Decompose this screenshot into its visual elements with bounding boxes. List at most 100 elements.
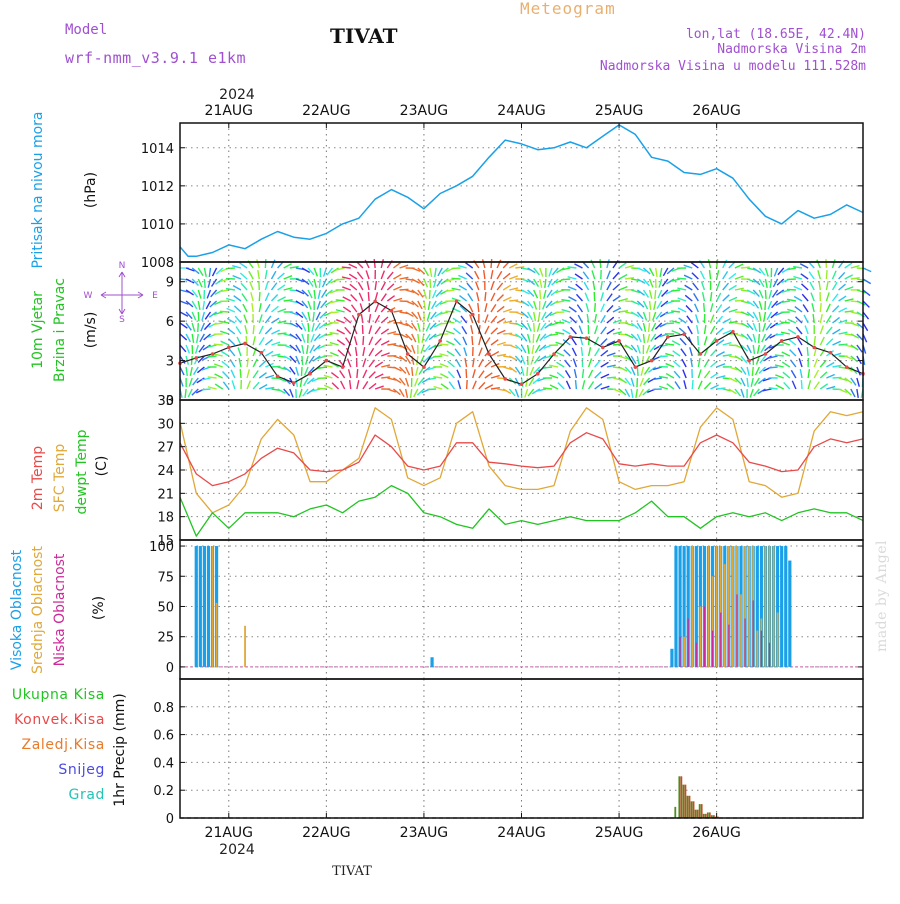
wind-barb [564,350,570,356]
precip-label-5: Grad [69,787,105,803]
wind-barb [457,370,461,378]
wind-barb [271,260,274,268]
wind-speed-point [422,365,426,369]
wind-barb [534,356,539,363]
wind-speed-point [552,352,556,356]
wind-barb [578,315,582,323]
wind-barb [582,380,584,389]
wind-barb [538,312,539,321]
wind-barb [711,315,714,323]
wind-barb [307,345,308,354]
wind-barb [381,282,385,290]
wind-barb [601,281,602,290]
wind-barb [589,359,592,367]
wind-barb [784,382,790,389]
wind-barb [186,334,190,342]
wind-barb [202,389,211,390]
wind-barb [478,303,479,312]
x-tick-label-top: 23AUG [400,103,449,119]
wind-barb [652,323,656,331]
wind-barb [549,268,552,276]
wind-barb [643,312,646,320]
wind-barb [826,339,832,345]
wind-barb [654,301,656,310]
wind-barb [259,361,266,367]
wind-barb [418,312,421,320]
wind-barb [479,336,481,345]
high-cloud-bar [195,546,198,667]
wind-barb [659,356,668,357]
wind-barb [477,292,479,301]
wind-barb [265,328,271,334]
wind-barb [566,370,571,378]
wind-ylabel-1: 10m Vjetar [30,291,46,369]
wind-barb [198,323,199,332]
wind-barb [857,378,859,387]
wind-barb [833,306,839,312]
wind-barb [607,271,610,279]
wind-barb [601,292,604,301]
wind-speed-point [194,356,198,360]
wind-barb [432,301,437,309]
wind-barb [259,314,262,323]
wind-barb [833,282,838,290]
wind-speed-point [650,359,654,363]
wind-barb [839,272,845,279]
wind-barb [723,283,729,290]
wind-barb [532,345,534,354]
wind-barb [543,301,546,309]
wind-barb [650,279,653,287]
wind-barb [528,334,531,343]
wind-barb [525,389,528,398]
wind-barb [637,323,642,331]
wind-barb [765,279,767,288]
wind-barb [427,312,430,321]
y-tick-label: 1008 [141,256,174,271]
wind-barb [723,271,728,279]
wind-barb [459,296,466,301]
wind-barb [826,270,827,279]
cloud-ylabel-3: Niska Oblacnost [52,553,68,666]
wind-barb [341,381,345,389]
conv-precip-bar [680,776,682,818]
precip-label-2: Konvek.Kisa [14,712,105,728]
wind-barb [271,294,277,301]
wind-barb [540,290,541,299]
wind-barb [356,347,357,356]
wind-speed-point [682,332,686,336]
wind-barb [475,271,479,279]
wind-barb [703,292,705,301]
wind-barb [765,290,766,299]
wind-barb [484,270,485,279]
wind-barb [601,315,606,323]
wind-barb [658,290,662,298]
wind-barb [479,359,483,367]
x-tick-label-bottom: 25AUG [595,825,644,841]
compass-w: W [84,291,93,301]
low-cloud-bar [679,637,680,667]
wind-barb [593,281,595,290]
y-tick-label: 24 [157,464,174,479]
wind-barb [694,293,699,301]
y-tick-label: 50 [157,600,174,615]
wind-barb [698,381,702,389]
total-precip-bar [687,796,689,818]
wind-barb [369,348,374,356]
wind-barb [812,303,814,312]
wind-barb [410,389,411,398]
wind-barb [253,336,255,345]
y-tick-label: 3 [166,355,174,370]
wind-barb [584,282,588,290]
wind-barb [271,271,275,279]
wind-barb [723,295,730,301]
x-tick-label-bottom: 26AUG [692,825,741,841]
low-cloud-bar [728,625,729,667]
wind-barb [206,301,210,309]
wind-barb [265,304,270,312]
wind-barb [857,345,862,352]
wind-barb [809,272,814,279]
footer-station: TIVAT [332,864,372,879]
wind-barb [698,369,701,378]
wind-speed-point [747,359,751,363]
low-cloud-bar [769,643,770,667]
